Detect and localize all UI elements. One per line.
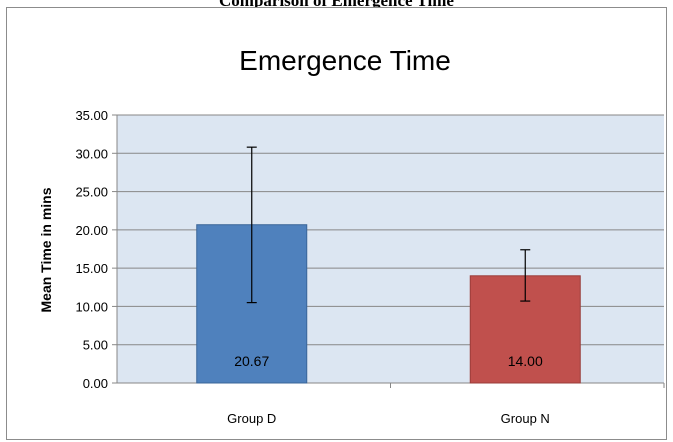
y-tick-label: 0.00 [83, 376, 108, 391]
chart-title: Emergence Time [239, 45, 451, 76]
y-tick-label: 20.00 [75, 223, 108, 238]
y-tick-label: 35.00 [75, 108, 108, 123]
x-tick-label: Group D [227, 411, 276, 426]
data-label: 20.67 [234, 353, 269, 369]
y-tick-label: 25.00 [75, 185, 108, 200]
data-label: 14.00 [508, 353, 543, 369]
y-tick-label: 15.00 [75, 261, 108, 276]
y-tick-label: 10.00 [75, 299, 108, 314]
y-tick-label: 30.00 [75, 146, 108, 161]
x-tick-label: Group N [501, 411, 550, 426]
y-axis-label: Mean Time in mins [38, 187, 54, 312]
plot-area: 0.00 5.00 10.00 15.00 20.00 25.00 30.00 35.00 20… [75, 108, 665, 426]
y-tick-label: 5.00 [83, 338, 108, 353]
page-caption: Comparison of Emergence Time [219, 0, 454, 10]
